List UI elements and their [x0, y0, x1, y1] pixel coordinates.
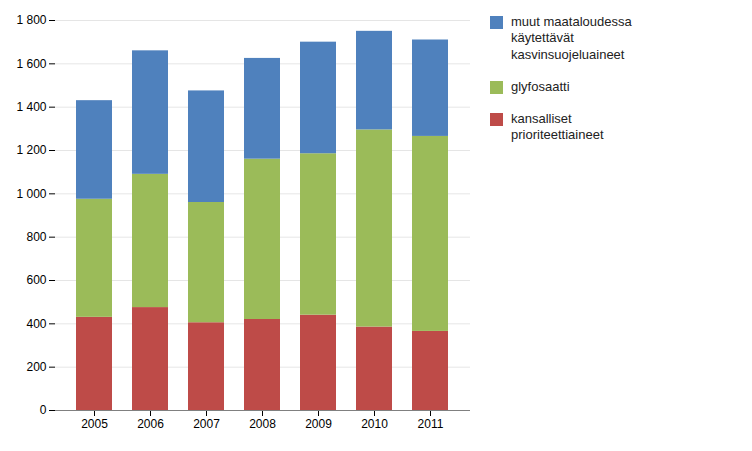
- svg-text:2010: 2010: [361, 417, 388, 431]
- svg-text:0: 0: [40, 403, 47, 417]
- svg-text:2008: 2008: [249, 417, 276, 431]
- svg-text:1 000: 1 000: [16, 187, 46, 201]
- svg-text:1 200: 1 200: [16, 143, 46, 157]
- svg-text:600: 600: [26, 273, 46, 287]
- svg-text:400: 400: [26, 317, 46, 331]
- svg-text:2005: 2005: [81, 417, 108, 431]
- svg-text:200: 200: [26, 360, 46, 374]
- svg-text:800: 800: [26, 230, 46, 244]
- svg-text:2007: 2007: [193, 417, 220, 431]
- html-text:glyfosaatti: glyfosaatti: [511, 78, 570, 94]
- svg-text:2009: 2009: [305, 417, 332, 431]
- svg-text:2006: 2006: [137, 417, 164, 431]
- html-text:muut maataloudessa käytettävät: muut maataloudessa käytettävät kasvinsuo…: [511, 14, 632, 62]
- svg-text:1 800: 1 800: [16, 13, 46, 27]
- svg-text:2011: 2011: [418, 417, 444, 431]
- html-text:kansalliset prioriteettiaineet: kansalliset prioriteettiaineet: [511, 111, 604, 143]
- svg-text:1 600: 1 600: [16, 57, 46, 71]
- svg-text:1 400: 1 400: [16, 100, 46, 114]
